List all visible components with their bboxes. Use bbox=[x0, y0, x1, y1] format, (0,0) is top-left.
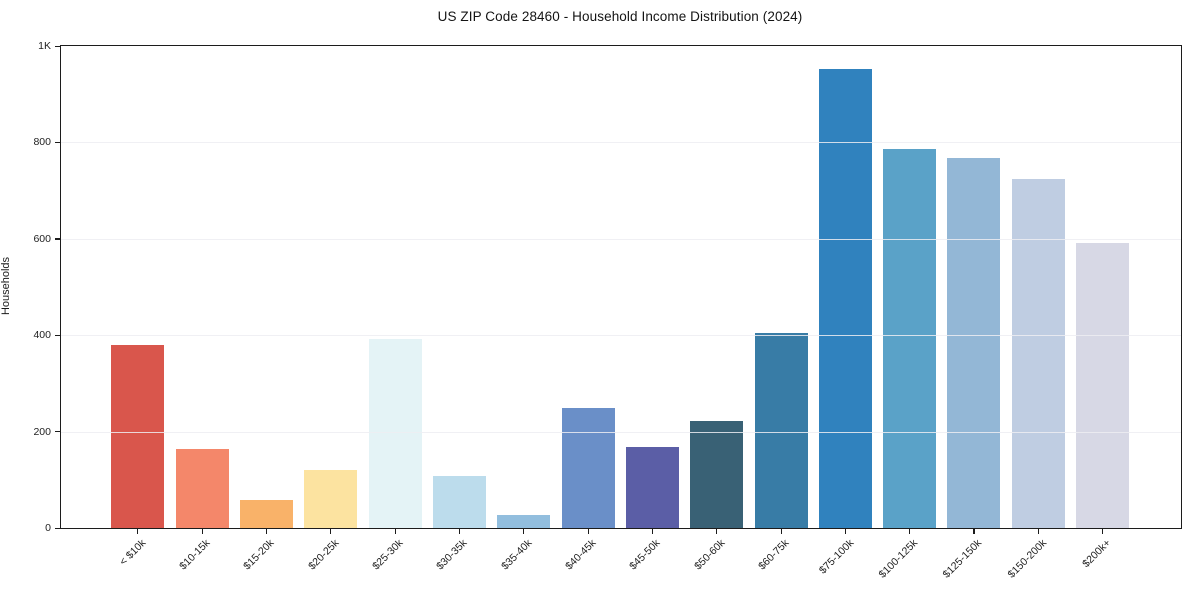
y-tick-label: 1K bbox=[38, 40, 51, 52]
bar-150-200k bbox=[1011, 179, 1065, 528]
x-tick-label-50-60k: $50-60k bbox=[691, 537, 728, 573]
bar-15-20k bbox=[239, 500, 293, 528]
x-tick-label-40-45k: $40-45k bbox=[563, 537, 599, 573]
x-tick bbox=[716, 529, 718, 534]
x-tick-label-75-100k: $75-100k bbox=[816, 537, 856, 577]
x-tick-label-15-20k: $15-20k bbox=[241, 537, 277, 573]
bar-30-35k bbox=[432, 475, 486, 528]
x-tick bbox=[201, 529, 203, 534]
x-tick bbox=[973, 529, 975, 534]
x-tick-label-60-75k: $60-75k bbox=[756, 537, 792, 573]
x-tick-label-20-25k: $20-25k bbox=[305, 537, 342, 573]
x-tick-label-30-35k: $30-35k bbox=[434, 537, 470, 573]
y-tick bbox=[55, 431, 60, 433]
y-tick-label: 600 bbox=[33, 232, 51, 245]
x-tick bbox=[780, 529, 782, 534]
x-tick bbox=[1102, 529, 1104, 534]
x-tick bbox=[330, 529, 332, 534]
x-tick bbox=[587, 529, 589, 534]
x-tick-label-35-40k: $35-40k bbox=[498, 537, 535, 573]
y-tick-label: 0 bbox=[45, 522, 51, 534]
bar-25-30k bbox=[368, 339, 422, 528]
x-tick bbox=[265, 529, 268, 534]
x-tick bbox=[523, 529, 525, 534]
x-tick bbox=[137, 529, 139, 534]
x-tick bbox=[394, 529, 396, 534]
gridline-y-800 bbox=[61, 142, 1181, 144]
x-tick bbox=[909, 529, 911, 534]
bar-50-60k bbox=[690, 421, 744, 528]
bar-10k bbox=[111, 344, 165, 528]
bar-125-150k bbox=[947, 158, 1001, 528]
chart-title: US ZIP Code 28460 - Household Income Dis… bbox=[437, 9, 803, 24]
bar-60-75k bbox=[754, 333, 808, 528]
y-tick bbox=[55, 527, 60, 529]
bar-45-50k bbox=[625, 446, 679, 528]
y-tick bbox=[55, 238, 60, 240]
x-tick bbox=[844, 529, 847, 534]
bar-200k+ bbox=[1076, 242, 1130, 528]
x-tick-label-200k+: $200k+ bbox=[1080, 537, 1114, 571]
bar-10-15k bbox=[175, 449, 229, 528]
y-axis-label: Households bbox=[0, 256, 12, 316]
x-tick-label-150-200k: $150-200k bbox=[1005, 537, 1049, 581]
x-tick bbox=[1037, 529, 1040, 534]
bar-40-45k bbox=[561, 407, 615, 528]
bar-75-100k bbox=[818, 68, 872, 528]
bar-20-25k bbox=[304, 469, 358, 528]
x-tick-label-10k: < $10k bbox=[117, 537, 149, 568]
x-tick-label-25-30k: $25-30k bbox=[370, 537, 406, 573]
y-tick bbox=[55, 45, 60, 47]
x-tick-label-10-15k: $10-15k bbox=[177, 537, 213, 573]
bar-35-40k bbox=[497, 514, 551, 528]
x-tick bbox=[458, 529, 461, 534]
y-tick-label: 800 bbox=[33, 136, 51, 149]
x-tick-label-45-50k: $45-50k bbox=[627, 537, 663, 573]
x-tick bbox=[651, 529, 654, 534]
plot-area: 0 200 400 600 800 1K < $10k $10-15k $15-20k $20-2… bbox=[33, 40, 1182, 581]
x-tick-label-100-125k: $100-125k bbox=[876, 537, 921, 581]
bar-100-125k bbox=[883, 149, 937, 528]
y-tick bbox=[55, 141, 60, 144]
y-tick-label: 400 bbox=[33, 329, 51, 342]
x-tick-label-125-150k: $125-150k bbox=[940, 537, 985, 581]
y-tick-label: 200 bbox=[33, 425, 51, 438]
y-tick bbox=[55, 334, 60, 336]
